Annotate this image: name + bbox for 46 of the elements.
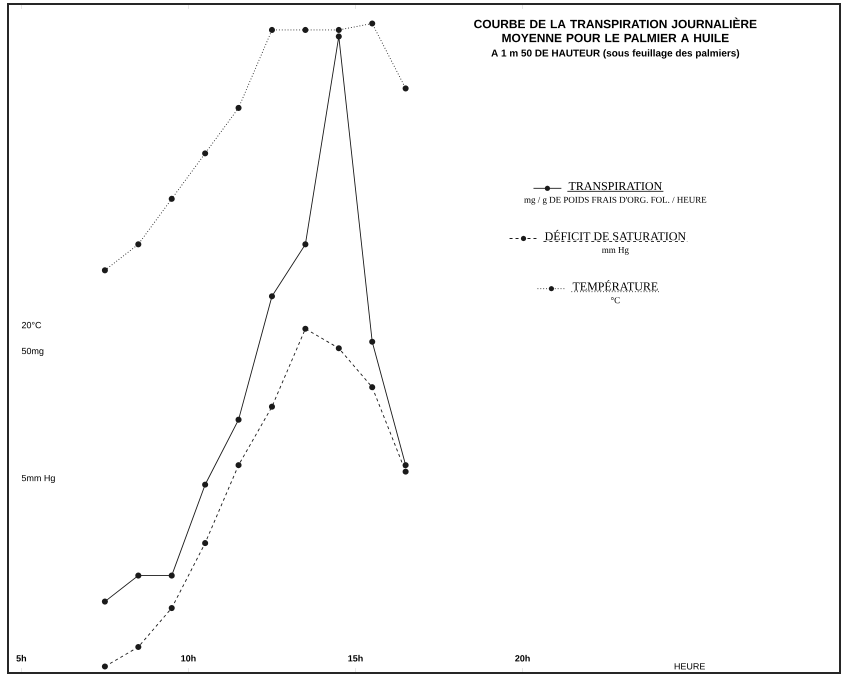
point [369, 20, 376, 27]
annotation: °C [611, 297, 620, 304]
point [402, 468, 409, 475]
point [168, 196, 175, 202]
point [168, 605, 175, 612]
point [202, 482, 208, 488]
point [336, 33, 342, 40]
annotation: mg / g DE POIDS FRAIS D'ORG. FOL. / HEURE [524, 196, 706, 205]
point [236, 104, 242, 111]
point [369, 338, 376, 345]
point [402, 462, 409, 468]
point [268, 293, 276, 300]
point [202, 540, 208, 546]
chart-title: COURBE DE LA TRANSPIRATION JOURNALIÈRE MOYENNE POUR LE PALMIER A HUILE [474, 18, 757, 42]
text: A 1 m 50 DE HAUTEUR (sous feuillage des palmiers) [491, 49, 740, 59]
point [302, 241, 308, 248]
point [102, 598, 108, 605]
point [402, 85, 409, 92]
point [135, 644, 142, 650]
legend-label: DÉFICIT DE SATURATION [544, 230, 686, 240]
legend-label: TEMPÉRATURE [572, 280, 658, 290]
point [302, 26, 308, 34]
x-tick-label: 10h [181, 654, 196, 662]
x-tick-label: 20h [515, 654, 530, 662]
x-tick-label: 5h [16, 654, 26, 662]
point [202, 150, 208, 156]
x-axis-title: HEURE [674, 663, 705, 670]
point [268, 404, 276, 410]
point [102, 663, 108, 670]
point [168, 572, 175, 579]
point [135, 241, 142, 248]
point [268, 26, 276, 34]
annotation: 5mm Hg [22, 474, 55, 484]
point [369, 384, 376, 390]
annotation: 20°C [22, 322, 42, 328]
point [102, 267, 108, 274]
point [236, 462, 242, 468]
point [236, 416, 242, 423]
point [336, 26, 342, 34]
point [135, 572, 142, 579]
point [336, 345, 342, 352]
annotation: 50mg [22, 348, 44, 356]
legend-label: TRANSPIRATION [568, 182, 662, 190]
x-tick-label: 15h [348, 654, 363, 662]
annotation: mm Hg [602, 246, 629, 255]
point [302, 326, 308, 332]
